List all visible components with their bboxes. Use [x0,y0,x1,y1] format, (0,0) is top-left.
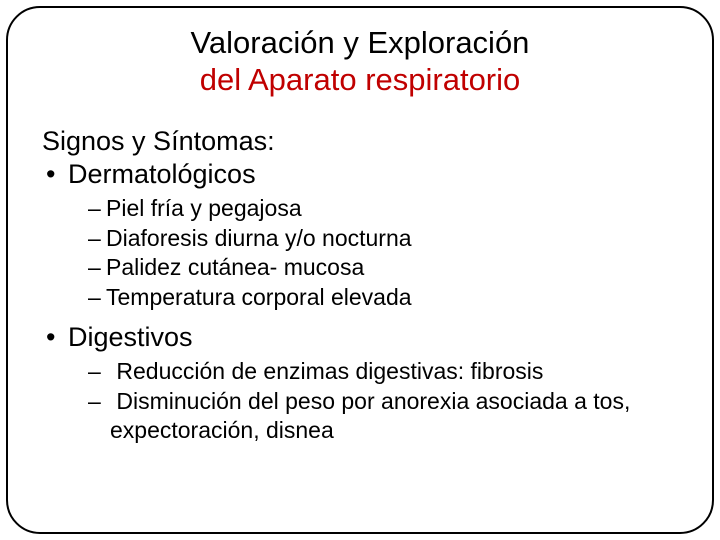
list-item: –Temperatura corporal elevada [88,283,678,312]
list-item: –Diaforesis diurna y/o nocturna [88,224,678,253]
list-item: –Palidez cutánea- mucosa [88,253,678,282]
bullet-label: Dermatológicos [68,159,256,189]
title-line-1: Valoración y Exploración [191,25,530,60]
section-heading: Signos y Síntomas: [42,126,678,157]
dash-icon: – [88,283,106,312]
sublist-dermatologicos: –Piel fría y pegajosa –Diaforesis diurna… [42,194,678,312]
item-text: Diaforesis diurna y/o nocturna [106,225,412,251]
bullet-digestivos: •Digestivos [42,322,678,353]
list-item: – Disminución del peso por anorexia asoc… [88,387,678,446]
dash-icon: – [88,224,106,253]
dash-icon: – [88,387,110,416]
bullet-label: Digestivos [68,322,193,352]
title-line-2: del Aparato respiratorio [200,62,521,97]
list-item: –Piel fría y pegajosa [88,194,678,223]
bullet-dot-icon: • [46,322,68,353]
bullet-dot-icon: • [46,159,68,190]
item-text: Temperatura corporal elevada [106,284,412,310]
item-text: Disminución del peso por anorexia asocia… [110,388,630,443]
dash-icon: – [88,194,106,223]
dash-icon: – [88,253,106,282]
item-text: Piel fría y pegajosa [106,195,302,221]
slide-title: Valoración y Exploración del Aparato res… [42,24,678,98]
bullet-dermatologicos: •Dermatológicos [42,159,678,190]
item-text: Palidez cutánea- mucosa [106,254,364,280]
slide-frame: Valoración y Exploración del Aparato res… [6,6,714,534]
sublist-digestivos: – Reducción de enzimas digestivas: fibro… [42,357,678,445]
item-text: Reducción de enzimas digestivas: fibrosi… [116,358,543,384]
dash-icon: – [88,357,110,386]
list-item: – Reducción de enzimas digestivas: fibro… [88,357,678,386]
